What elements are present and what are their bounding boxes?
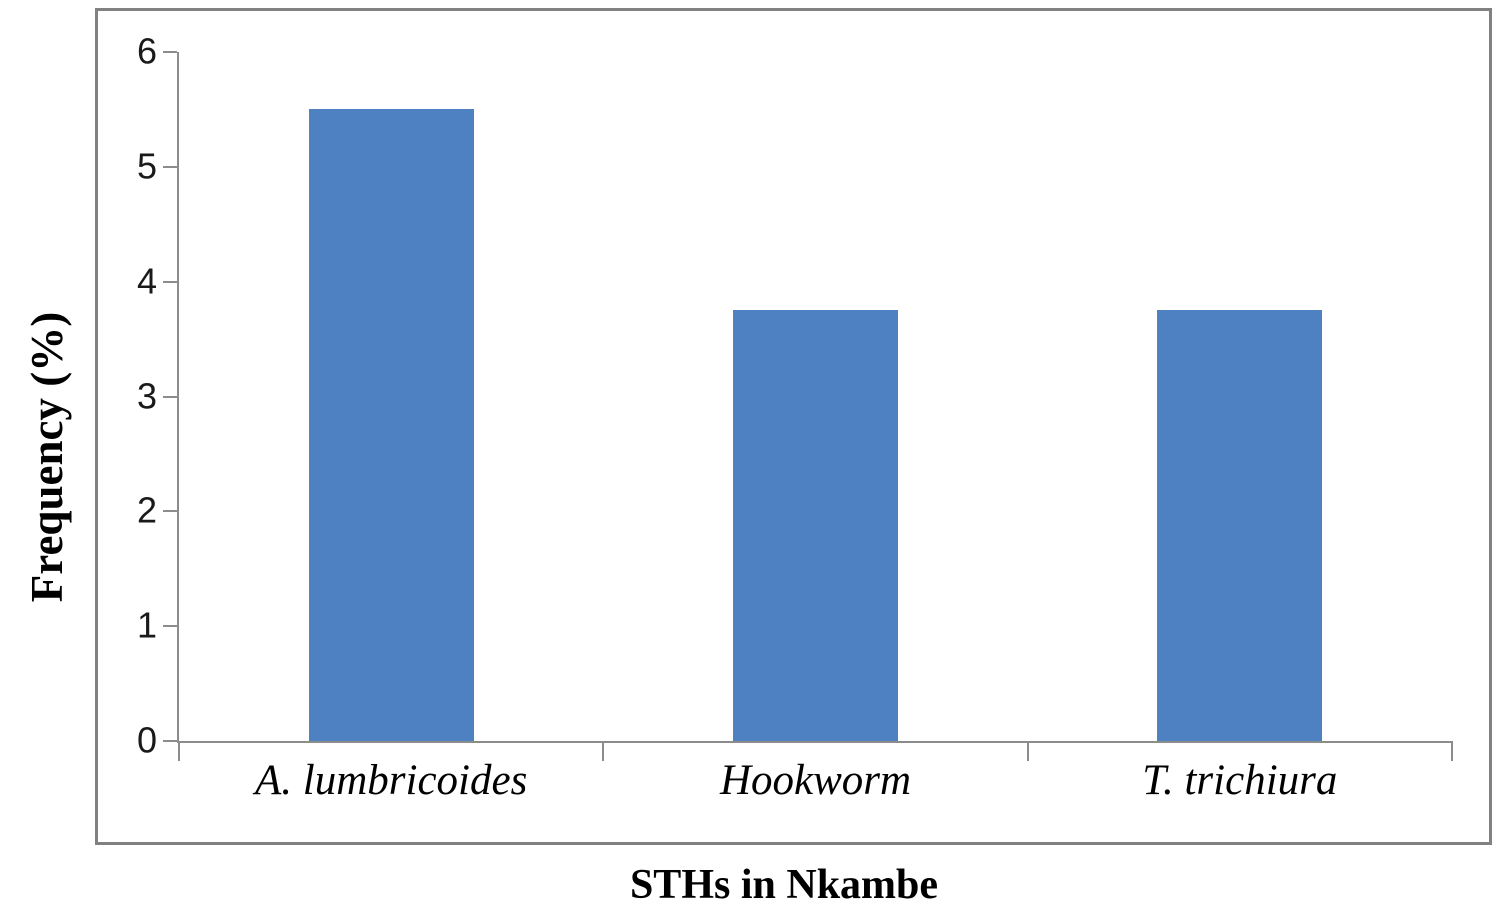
y-tick-label: 0 — [136, 719, 157, 761]
y-tick-mark — [163, 740, 177, 742]
y-tick-label: 1 — [136, 604, 157, 646]
chart-frame: 0 1 2 3 4 5 6 A. lumbricoides Hookworm T. trichiu… — [95, 8, 1492, 845]
x-category-label: A. lumbricoides — [255, 757, 528, 804]
y-tick-label: 2 — [136, 489, 157, 531]
y-tick-mark — [163, 51, 177, 53]
x-tick-mark — [178, 741, 180, 761]
y-tick-mark — [163, 510, 177, 513]
bar — [733, 310, 898, 741]
x-category-label: T. trichiura — [1142, 757, 1338, 804]
y-tick-mark — [163, 165, 177, 168]
x-category-label: Hookworm — [719, 757, 912, 804]
plot-area: 0 1 2 3 4 5 6 A. lumbricoides Hookworm T. trichiu… — [137, 33, 1453, 802]
y-tick-mark — [163, 395, 177, 398]
y-tick-label: 6 — [136, 30, 157, 72]
bar — [308, 109, 474, 741]
y-tick-label: 3 — [136, 374, 157, 416]
y-axis-title: Frequency (%) — [22, 311, 72, 603]
x-axis-title: STHs in Nkambe — [629, 862, 939, 908]
y-tick-mark — [163, 280, 177, 283]
x-tick-mark — [1026, 741, 1029, 761]
y-tick-label: 5 — [136, 145, 157, 187]
x-tick-mark — [602, 741, 605, 761]
x-tick-mark — [1451, 741, 1453, 761]
bar — [1157, 310, 1323, 741]
y-tick-mark — [163, 625, 177, 628]
y-tick-label: 4 — [136, 259, 157, 301]
